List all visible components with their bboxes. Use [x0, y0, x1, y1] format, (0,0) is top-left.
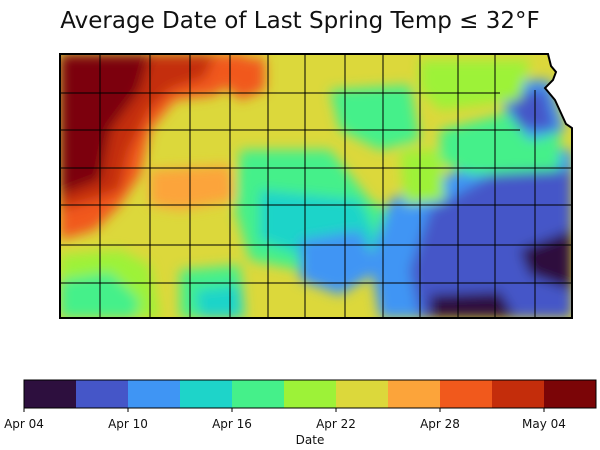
- colorbar-bin: [24, 380, 77, 408]
- zone-darkpurple-south: [430, 292, 515, 318]
- zone-darkred-west: [60, 54, 150, 195]
- colorbar-bin: [336, 380, 389, 408]
- colorbar-tick-label: Apr 10: [108, 417, 148, 431]
- colorbar-tick-label: Apr 04: [4, 417, 44, 431]
- colorbar-bin: [544, 380, 597, 408]
- colorbar-bin: [284, 380, 337, 408]
- county-lines: [60, 54, 572, 318]
- zone-yelloworange-w: [150, 165, 235, 210]
- colorbar-tick-label: Apr 28: [420, 417, 460, 431]
- kansas-outline: [59, 53, 573, 319]
- colorbar-bin: [440, 380, 493, 408]
- colorbar-bin: [492, 380, 545, 408]
- zone-indigo-east: [410, 170, 572, 318]
- colorbar-bins: [24, 380, 597, 408]
- zone-green-nc: [330, 85, 420, 150]
- map-title: Average Date of Last Spring Temp ≤ 32°F: [60, 8, 540, 34]
- zone-blue-central: [300, 230, 380, 295]
- colorbar-bin: [76, 380, 129, 408]
- colorbar-tick-label: May 04: [522, 417, 566, 431]
- colorbar-ticks: Apr 04 Apr 10 Apr 16 Apr 22 Apr 28 May 04: [4, 408, 566, 431]
- zone-lightgreen-north: [420, 60, 530, 110]
- colorbar-bin: [128, 380, 181, 408]
- colorbar-frame: [23, 379, 597, 409]
- zone-orange-nw: [225, 58, 265, 100]
- colorbar-label: Date: [296, 433, 325, 447]
- colorbar-tick-label: Apr 16: [212, 417, 252, 431]
- zone-lightgreen-ec: [400, 150, 445, 205]
- colorbar-bin: [232, 380, 285, 408]
- colorbar-bin: [180, 380, 233, 408]
- colorbar-bin: [388, 380, 441, 408]
- colorbar-tick-label: Apr 22: [316, 417, 356, 431]
